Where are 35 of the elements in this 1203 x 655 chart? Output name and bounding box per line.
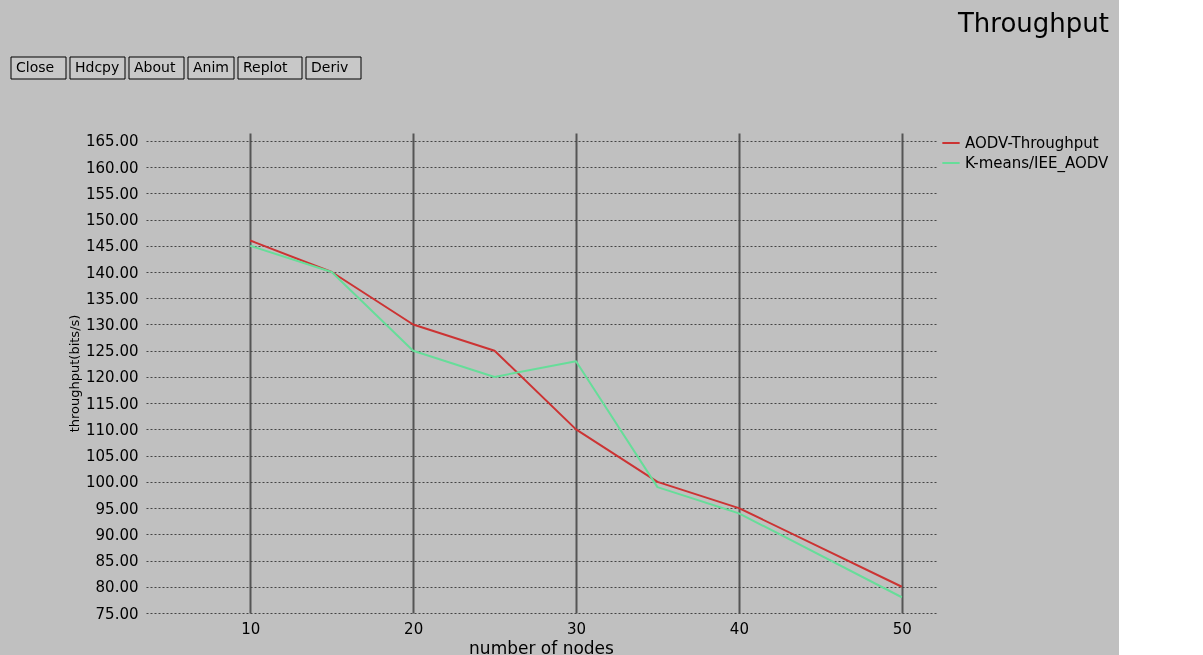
- text: Deriv: [311, 59, 349, 75]
- y-tick-label: 80.00: [95, 578, 139, 597]
- legend-label: AODV-Throughput: [965, 134, 1099, 152]
- y-tick-label: 145.00: [86, 237, 139, 256]
- x-tick-label: 20: [404, 619, 424, 638]
- y-tick-label: 140.00: [86, 263, 139, 282]
- y-tick-label: 90.00: [95, 525, 139, 544]
- text: Anim: [193, 59, 229, 75]
- y-tick-label: 135.00: [86, 289, 139, 308]
- y-tick-label: 100.00: [86, 473, 139, 492]
- y-tick-label: 75.00: [95, 604, 139, 623]
- text: About: [134, 59, 176, 75]
- y-tick-label: 130.00: [86, 315, 139, 334]
- y-tick-label: 95.00: [95, 499, 139, 518]
- x-tick-label: 40: [729, 619, 749, 638]
- y-tick-label: 115.00: [86, 394, 139, 413]
- text: Replot: [243, 59, 289, 75]
- y-tick-label: 155.00: [86, 184, 139, 203]
- y-tick-label: 85.00: [95, 552, 139, 571]
- legend-label: K-means/IEE_AODV: [965, 154, 1110, 173]
- y-tick-label: 125.00: [86, 342, 139, 361]
- text: Hdcpy: [75, 59, 120, 75]
- y-tick-label: 120.00: [86, 368, 139, 387]
- x-tick-label: 30: [566, 619, 587, 638]
- y-axis-title: throughput(bits/s): [67, 314, 83, 433]
- x-tick-label: 10: [241, 619, 261, 638]
- text: Throughput: [956, 7, 1109, 38]
- x-tick-label: 50: [892, 619, 912, 638]
- x-axis-title: number of nodes: [469, 637, 615, 655]
- y-tick-label: 160.00: [86, 158, 139, 177]
- y-tick-label: 165.00: [86, 132, 139, 151]
- text: Close: [16, 59, 55, 75]
- y-tick-label: 150.00: [86, 211, 139, 230]
- y-tick-label: 105.00: [86, 447, 139, 466]
- y-tick-label: 110.00: [86, 420, 139, 439]
